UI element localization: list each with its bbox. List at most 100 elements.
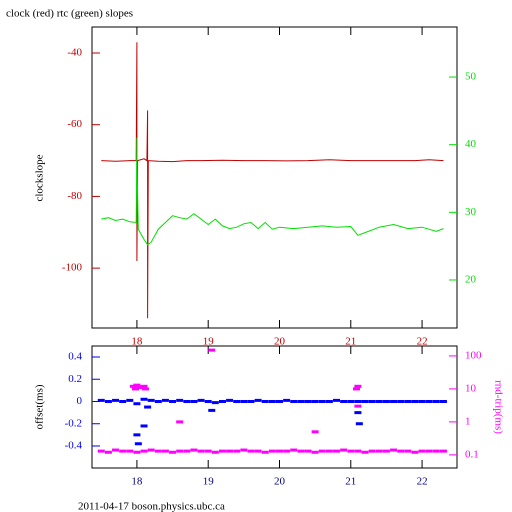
x-tick-label: 20 xyxy=(274,476,286,488)
point xyxy=(190,448,198,452)
point xyxy=(147,398,155,402)
point xyxy=(247,399,255,403)
point xyxy=(347,449,355,453)
x-tick-label: 21 xyxy=(345,336,356,348)
point xyxy=(275,399,283,403)
y2-tick-label: 0.1 xyxy=(465,448,479,460)
point xyxy=(197,398,205,402)
point xyxy=(112,398,120,402)
y2-tick-label: 50 xyxy=(465,71,477,83)
point xyxy=(340,448,348,452)
point xyxy=(333,398,341,402)
point xyxy=(119,449,127,453)
point xyxy=(131,387,139,391)
point xyxy=(333,449,341,453)
x-tick-label: 18 xyxy=(131,476,143,488)
point xyxy=(254,449,262,453)
point xyxy=(144,405,152,409)
point xyxy=(169,450,177,454)
footer: 2011-04-17 boson.physics.ubc.ca xyxy=(78,501,225,512)
point xyxy=(304,449,312,453)
point xyxy=(375,449,383,453)
point xyxy=(375,399,383,403)
series-line xyxy=(101,42,444,319)
point xyxy=(354,404,362,408)
point xyxy=(126,398,134,402)
point xyxy=(233,449,241,453)
point xyxy=(208,408,216,412)
point xyxy=(133,433,141,437)
point xyxy=(204,399,212,403)
point xyxy=(169,399,177,403)
point xyxy=(397,449,405,453)
point xyxy=(411,450,419,454)
point xyxy=(129,384,137,388)
point xyxy=(297,449,305,453)
point xyxy=(432,449,440,453)
point xyxy=(133,450,141,454)
point xyxy=(283,398,291,402)
point xyxy=(218,399,226,403)
point xyxy=(325,449,333,453)
point xyxy=(97,449,105,453)
x-tick-label: 21 xyxy=(345,476,356,488)
point xyxy=(140,449,148,453)
point xyxy=(126,449,134,453)
point xyxy=(211,450,219,454)
y-tick-label: 0.2 xyxy=(68,373,82,385)
point xyxy=(325,399,333,403)
y-tick-label: -0.4 xyxy=(65,440,83,452)
point xyxy=(290,399,298,403)
point xyxy=(352,387,360,391)
point xyxy=(147,448,155,452)
point xyxy=(218,449,226,453)
x-tick-label: 18 xyxy=(131,336,143,348)
point xyxy=(261,450,269,454)
y-tick-label: -40 xyxy=(67,47,82,59)
point xyxy=(261,399,269,403)
point xyxy=(411,399,419,403)
point xyxy=(247,449,255,453)
point xyxy=(240,448,248,452)
point xyxy=(425,449,433,453)
y-axis-label: offset(ms) xyxy=(34,384,46,429)
point xyxy=(275,449,283,453)
point xyxy=(140,397,148,401)
point xyxy=(382,449,390,453)
point xyxy=(190,399,198,403)
point xyxy=(119,399,127,403)
point xyxy=(141,387,149,391)
point xyxy=(318,399,326,403)
point xyxy=(355,422,363,426)
point xyxy=(397,399,405,403)
point xyxy=(368,449,376,453)
point xyxy=(354,449,362,453)
chart-title: clock (red) rtc (green) slopes xyxy=(6,8,133,20)
point xyxy=(211,401,219,405)
y2-tick-label: 40 xyxy=(465,138,477,150)
point xyxy=(340,399,348,403)
point xyxy=(311,430,319,434)
point xyxy=(226,449,234,453)
point xyxy=(390,399,398,403)
y2-axis-label: rnd-trip(ms) xyxy=(492,380,504,434)
series-line xyxy=(101,137,444,246)
point xyxy=(112,448,120,452)
x-tick-label: 19 xyxy=(203,476,215,488)
point xyxy=(354,399,362,403)
point xyxy=(404,399,412,403)
y2-tick-label: 20 xyxy=(465,274,477,286)
y-tick-label: 0 xyxy=(77,395,83,407)
point xyxy=(304,399,312,403)
point xyxy=(368,399,376,403)
point xyxy=(311,450,319,454)
y-tick-label: -0.2 xyxy=(65,417,82,429)
point xyxy=(382,399,390,403)
y-tick-label: 0.4 xyxy=(68,351,82,363)
point xyxy=(311,399,319,403)
y2-tick-label: 10 xyxy=(465,382,477,394)
point xyxy=(140,424,148,428)
point xyxy=(240,399,248,403)
point xyxy=(439,399,447,403)
